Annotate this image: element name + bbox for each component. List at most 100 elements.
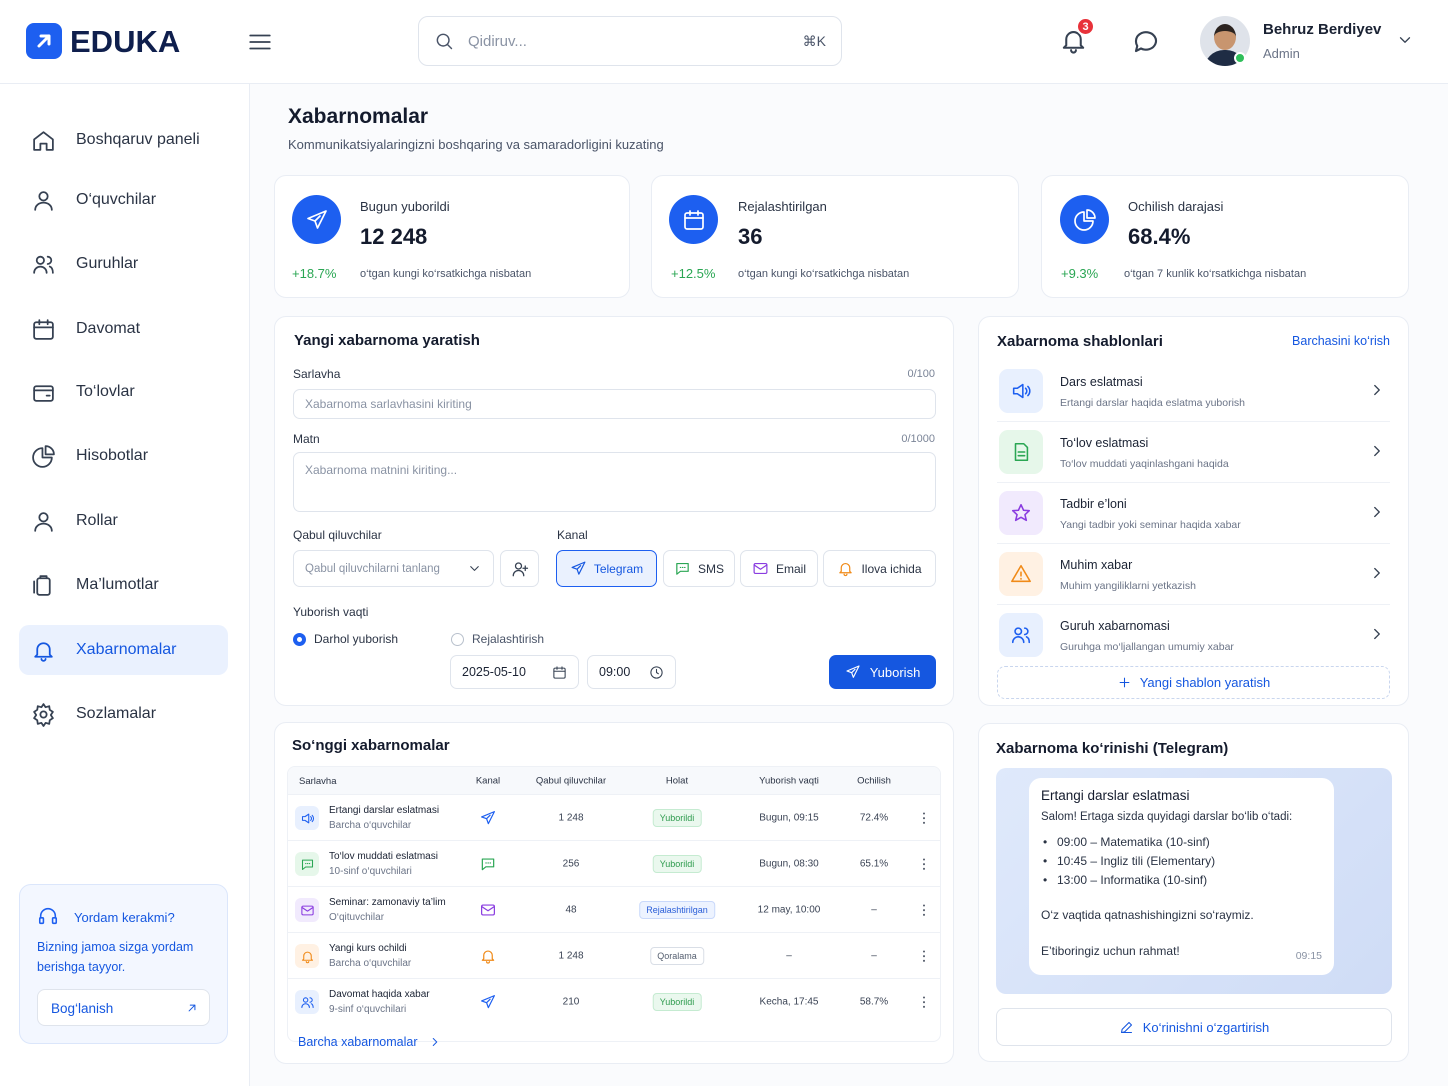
view-all-link[interactable]: Barchasini ko‘rish	[1292, 334, 1390, 348]
field-label: Yuborish vaqti	[293, 605, 369, 619]
channel-option[interactable]: Email	[740, 550, 818, 587]
nav-item[interactable]: Hisobotlar	[19, 431, 228, 481]
stat-label: Bugun yuborildi	[360, 199, 450, 214]
row-time: –	[786, 950, 792, 961]
icon	[31, 509, 56, 534]
stat-card: Rejalashtirilgan 36 +12.5% o‘tgan kungi …	[651, 175, 1019, 298]
icon	[1117, 675, 1132, 690]
template-desc: Muhim yangiliklarni yetkazish	[1060, 580, 1196, 592]
nav-item[interactable]: Ma’lumotlar	[19, 560, 228, 610]
template-item[interactable]: Guruh xabarnomasi Guruhga mo‘ljallangan u…	[997, 605, 1390, 666]
send-button[interactable]: Yuborish	[829, 655, 936, 689]
channel-option[interactable]: Ilova ichida	[823, 550, 936, 587]
template-item[interactable]: Dars eslatmasi Ertangi darslar haqida esl…	[997, 361, 1390, 422]
brand: EDUKA	[70, 24, 181, 59]
contact-button[interactable]: Bog‘lanish	[37, 989, 210, 1026]
template-item[interactable]: Tadbir e’loni Yangi tadbir yoki seminar h…	[997, 483, 1390, 544]
message-line: O‘z vaqtida qatnashishingizni so‘raymiz.	[1041, 908, 1254, 922]
nav-item[interactable]: Boshqaruv paneli	[19, 115, 228, 165]
nav-item[interactable]: Sozlamalar	[19, 689, 228, 739]
create-template-label: Yangi shablon yaratish	[1139, 675, 1271, 690]
nav-label: Ma’lumotlar	[76, 576, 159, 593]
message-title: Ertangi darslar eslatmasi	[1041, 788, 1190, 803]
row-menu[interactable]	[916, 810, 932, 826]
icon	[480, 901, 497, 918]
date-input[interactable]: 2025-05-10	[450, 655, 579, 689]
message-item: 10:45 – Ingliz tili (Elementary)	[1057, 854, 1216, 868]
add-recipient-button[interactable]	[500, 550, 539, 587]
message-time: 09:15	[1295, 950, 1322, 962]
text-input[interactable]: Xabarnoma matnini kiriting...	[293, 452, 936, 512]
search-box[interactable]: Qidiruv... ⌘K	[418, 16, 842, 66]
icon	[31, 128, 56, 153]
radio-option[interactable]: Rejalashtirish	[451, 632, 544, 646]
nav-item[interactable]: Davomat	[19, 304, 228, 354]
char-counter: 0/1000	[901, 433, 935, 445]
icon	[480, 855, 497, 872]
row-menu[interactable]	[916, 856, 932, 872]
nav-item-active[interactable]: Xabarnomalar	[19, 625, 228, 675]
icon	[1368, 564, 1386, 582]
all-notifications-link[interactable]: Barcha xabarnomalar	[298, 1035, 442, 1049]
column-header: Ochilish	[857, 775, 891, 786]
nav-item[interactable]: O‘quvchilar	[19, 175, 228, 225]
table-row[interactable]: To‘lov muddati eslatmasi 10-sinf o‘quvch…	[288, 840, 940, 886]
create-template-button[interactable]: Yangi shablon yaratish	[997, 666, 1390, 699]
icon	[480, 947, 497, 964]
row-menu[interactable]	[916, 948, 932, 964]
template-desc: To‘lov muddati yaqinlashgani haqida	[1060, 458, 1229, 470]
icon	[31, 638, 56, 663]
stat-value: 12 248	[360, 224, 428, 249]
channel-option[interactable]: SMS	[663, 550, 735, 587]
message-item: 09:00 – Matematika (10-sinf)	[1057, 835, 1210, 849]
title-input[interactable]: Xabarnoma sarlavhasini kiriting	[293, 389, 936, 419]
edit-preview-button[interactable]: Ko‘rinishni o‘zgartirish	[996, 1008, 1392, 1046]
table-row[interactable]: Yangi kurs ochildi Barcha o‘quvchilar 1 …	[288, 932, 940, 978]
placeholder: Qabul qiluvchilarni tanlang	[305, 562, 440, 575]
row-menu[interactable]	[916, 994, 932, 1010]
time-input[interactable]: 09:00	[587, 655, 676, 689]
icon	[31, 444, 56, 469]
row-time: Bugun, 08:30	[759, 858, 819, 869]
icon	[649, 665, 664, 680]
avatar[interactable]	[1200, 16, 1250, 66]
nav-item[interactable]: To‘lovlar	[19, 367, 228, 417]
page-subtitle: Kommunikatsiyalaringizni boshqaring va s…	[288, 137, 664, 152]
decoration	[295, 898, 319, 922]
notification-badge: 3	[1076, 17, 1095, 36]
icon	[31, 188, 56, 213]
column-header: Kanal	[475, 775, 501, 786]
recipients-select[interactable]: Qabul qiluvchilarni tanlang	[293, 550, 494, 587]
nav-item[interactable]: Rollar	[19, 496, 228, 546]
table-row[interactable]: Ertangi darslar eslatmasi Barcha o‘quvch…	[288, 794, 940, 840]
message-bubble: Ertangi darslar eslatmasi Salom! Ertaga …	[1029, 778, 1334, 975]
icon	[300, 995, 315, 1010]
nav-item[interactable]: Guruhlar	[19, 239, 228, 289]
table-row[interactable]: Seminar: zamonaviy ta’lim O‘qituvchilar …	[288, 886, 940, 932]
icon	[31, 317, 56, 342]
icon	[1368, 381, 1386, 399]
template-item[interactable]: To‘lov eslatmasi To‘lov muddati yaqinlash…	[997, 422, 1390, 483]
icon	[185, 1001, 199, 1015]
row-menu[interactable]	[916, 902, 932, 918]
table-row[interactable]: Davomat haqida xabar 9-sinf o‘quvchilari…	[288, 978, 940, 1024]
template-desc: Guruhga mo‘ljallangan umumiy xabar	[1060, 641, 1234, 653]
logo-icon	[26, 23, 62, 59]
row-rate: –	[871, 904, 877, 915]
column-header: Holat	[665, 775, 689, 786]
channel-option-selected[interactable]: Telegram	[556, 550, 657, 587]
stat-note: o‘tgan kungi ko‘rsatkichga nisbatan	[360, 268, 532, 280]
row-time: 12 may, 10:00	[757, 904, 821, 915]
radio-option-selected[interactable]: Darhol yuborish	[293, 632, 398, 646]
user-menu-chevron[interactable]	[1396, 31, 1414, 49]
icon	[570, 560, 587, 577]
messages-button[interactable]	[1131, 26, 1161, 56]
row-sub: 10-sinf o‘quvchilari	[329, 866, 412, 877]
row-title: Davomat haqida xabar	[329, 989, 430, 1000]
stat-note: o‘tgan kungi ko‘rsatkichga nisbatan	[738, 268, 910, 280]
icon	[428, 1035, 442, 1049]
template-item[interactable]: Muhim xabar Muhim yangiliklarni yetkazish	[997, 544, 1390, 605]
placeholder: Xabarnoma matnini kiriting...	[305, 463, 458, 477]
status-pill: Yuborildi	[652, 992, 702, 1011]
menu-button[interactable]	[247, 29, 273, 55]
